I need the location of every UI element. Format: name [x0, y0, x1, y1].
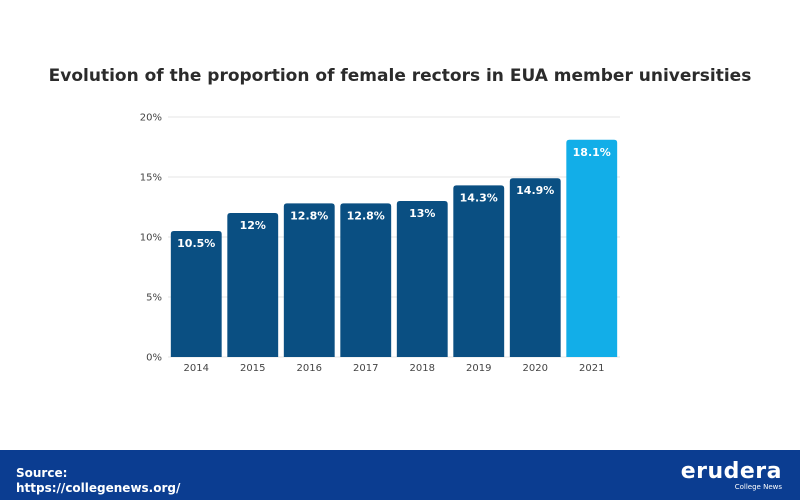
x-tick-label-2014: 2014: [184, 363, 209, 374]
data-label-2015: 12%: [240, 219, 266, 232]
brand-name: erudera: [680, 459, 782, 484]
y-tick-label: 5%: [146, 293, 162, 304]
x-tick-label-2015: 2015: [240, 363, 265, 374]
y-axis-ticks: 0% 5% 10% 15% 20%: [140, 113, 162, 364]
data-label-2017: 12.8%: [347, 209, 385, 222]
x-axis-ticks: 2014 2015 2016 2017 2018 2019 2020 2021: [184, 363, 605, 374]
erudera-logo: erudera College News: [680, 459, 782, 492]
bar-2017: [340, 203, 392, 357]
x-tick-label-2019: 2019: [466, 363, 491, 374]
bar-2018: [396, 201, 448, 357]
data-label-2014: 10.5%: [177, 237, 215, 250]
bar-2015: [227, 213, 279, 357]
data-label-2021: 18.1%: [573, 146, 611, 159]
source-url[interactable]: https://collegenews.org/: [16, 481, 181, 495]
bars: [170, 139, 618, 357]
brand-subtitle: College News: [734, 483, 782, 491]
y-tick-label: 0%: [146, 353, 162, 364]
source-label: Source:: [16, 466, 68, 480]
x-tick-label-2016: 2016: [297, 363, 322, 374]
y-tick-label: 20%: [140, 113, 162, 124]
chart-title: Evolution of the proportion of female re…: [48, 66, 752, 86]
y-tick-label: 15%: [140, 173, 162, 184]
bar-2020: [509, 178, 561, 357]
y-tick-label: 10%: [140, 233, 162, 244]
x-tick-label-2017: 2017: [353, 363, 378, 374]
x-tick-label-2020: 2020: [523, 363, 548, 374]
data-labels: 10.5% 12% 12.8% 12.8% 13% 14.3% 14.9% 18.1%: [177, 146, 611, 250]
data-label-2016: 12.8%: [290, 209, 328, 222]
bar-chart: 0% 5% 10% 15% 20% 10.5% 12% 12.8% 12.8% 13% 14.3%…: [140, 113, 620, 374]
bar-2019: [453, 185, 505, 357]
bar-2021: [566, 139, 618, 357]
footer-bar: Source: https://collegenews.org/ erudera…: [0, 450, 800, 500]
data-label-2018: 13%: [409, 207, 435, 220]
x-tick-label-2021: 2021: [579, 363, 604, 374]
bar-2016: [283, 203, 335, 357]
bar-2014: [170, 231, 222, 357]
data-label-2020: 14.9%: [516, 184, 554, 197]
data-label-2019: 14.3%: [460, 191, 498, 204]
x-tick-label-2018: 2018: [410, 363, 435, 374]
